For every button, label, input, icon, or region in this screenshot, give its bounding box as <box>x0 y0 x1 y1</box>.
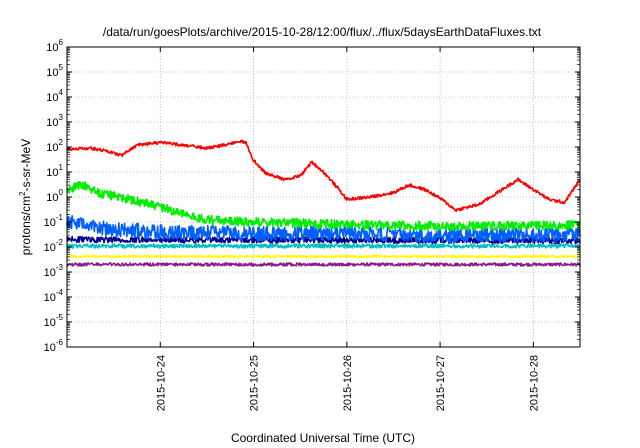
y-axis-label-sup: 2 <box>18 191 27 196</box>
y-tick-label: 102 <box>46 138 63 154</box>
y-tick-label: 101 <box>46 163 63 179</box>
y-tick-label: 10-4 <box>44 288 64 304</box>
x-axis-ticks: 2015-10-24 2015-10-25 2015-10-26 2015-10-27… <box>155 47 540 411</box>
x-axis-label: Coordinated Universal Time (UTC) <box>231 431 415 445</box>
series-line <box>66 139 581 212</box>
y-tick-label: 10-1 <box>44 213 64 229</box>
y-tick-label: 103 <box>46 113 63 129</box>
y-tick-label: 10-5 <box>44 313 64 329</box>
y-tick-label: 10-2 <box>44 238 64 254</box>
y-tick-label: 106 <box>46 38 63 54</box>
series-line <box>66 180 581 232</box>
series-line <box>66 262 581 267</box>
y-axis-label: protons/cm2-s-sr-MeV <box>18 139 33 255</box>
y-tick-label: 105 <box>46 63 63 79</box>
chart-title: /data/run/goesPlots/archive/2015-10-28/1… <box>103 25 542 39</box>
y-tick-label: 100 <box>46 188 63 204</box>
series-line <box>66 243 581 249</box>
y-axis-label-rest: -s-sr-MeV <box>19 139 33 192</box>
x-tick-label: 2015-10-27 <box>435 355 447 411</box>
data-series <box>66 139 581 267</box>
y-axis-label-base: protons/cm <box>19 196 33 255</box>
series-line <box>66 215 581 244</box>
y-tick-label: 10-3 <box>44 263 64 279</box>
series-line <box>66 254 581 259</box>
x-tick-label: 2015-10-26 <box>342 355 354 411</box>
x-tick-label: 2015-10-28 <box>528 355 540 411</box>
x-tick-label: 2015-10-25 <box>249 355 261 411</box>
y-tick-label: 10-6 <box>44 338 64 354</box>
y-tick-label: 104 <box>46 88 63 104</box>
y-axis-ticks: 10-6 10-5 10-4 10-3 10-2 10-1 100 101 102 103 104 1… <box>44 38 580 354</box>
x-tick-label: 2015-10-24 <box>155 355 167 411</box>
